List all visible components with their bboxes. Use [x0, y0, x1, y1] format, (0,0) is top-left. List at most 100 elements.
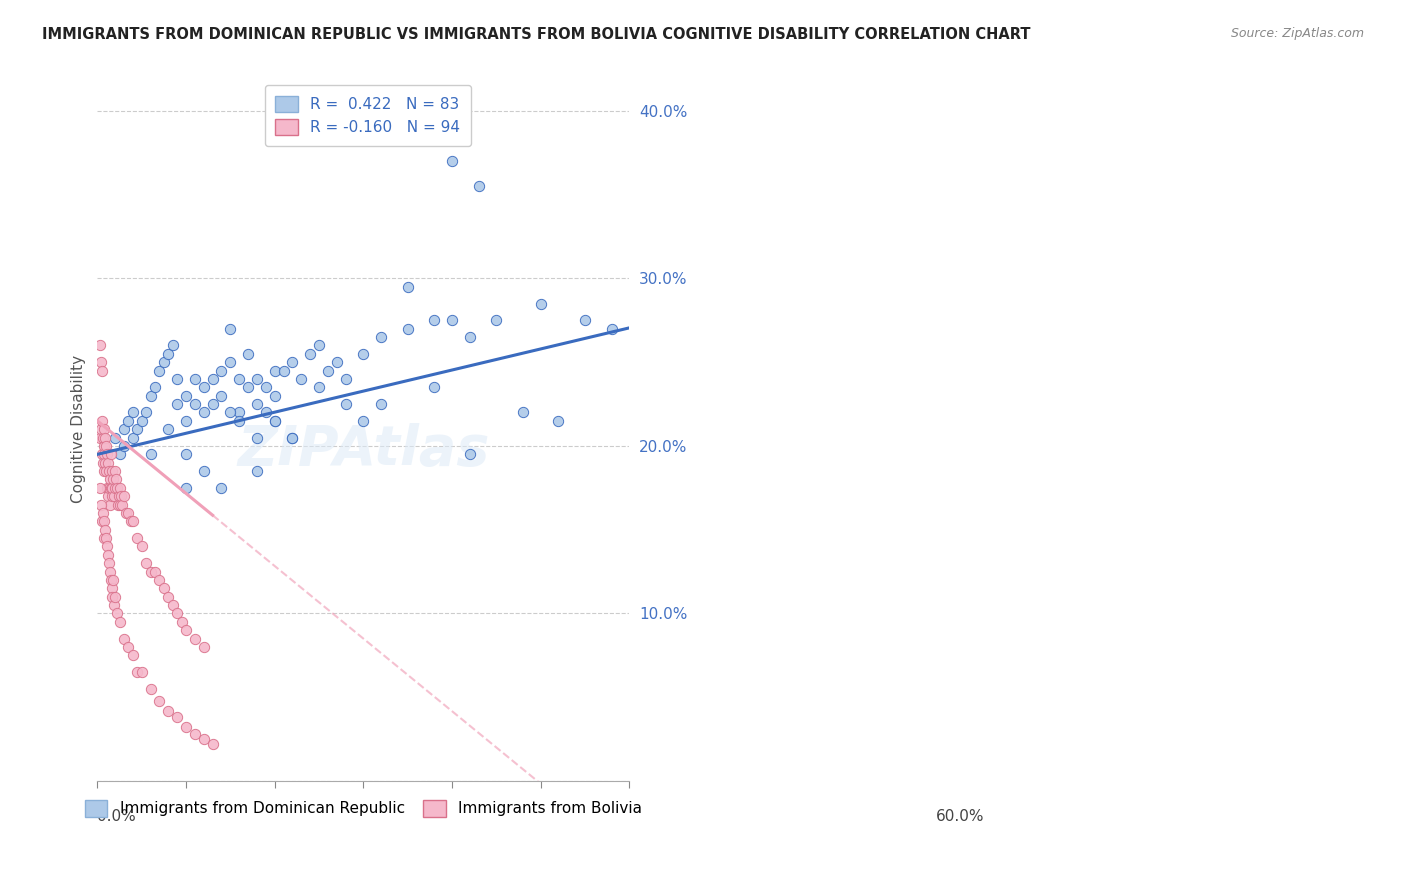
Point — [184, 632, 207, 646]
Point — [117, 640, 139, 654]
Point — [100, 489, 122, 503]
Point — [108, 615, 131, 629]
Point — [96, 447, 118, 461]
Point — [441, 313, 464, 327]
Point — [93, 514, 115, 528]
Point — [101, 481, 124, 495]
Point — [131, 665, 153, 679]
Point — [100, 573, 122, 587]
Point — [139, 681, 162, 696]
Point — [121, 514, 143, 528]
Point — [166, 607, 188, 621]
Point — [281, 431, 304, 445]
Point — [174, 389, 197, 403]
Point — [153, 355, 176, 369]
Point — [139, 565, 162, 579]
Point — [112, 632, 135, 646]
Point — [157, 422, 180, 436]
Point — [281, 431, 304, 445]
Point — [228, 372, 250, 386]
Point — [104, 590, 127, 604]
Point — [97, 556, 120, 570]
Point — [219, 355, 242, 369]
Point — [423, 380, 446, 394]
Point — [100, 582, 122, 596]
Point — [114, 506, 136, 520]
Point — [166, 372, 188, 386]
Point — [193, 732, 215, 747]
Point — [89, 481, 111, 495]
Point — [148, 573, 170, 587]
Point — [98, 498, 121, 512]
Text: 0.0%: 0.0% — [97, 809, 136, 824]
Point — [96, 464, 118, 478]
Legend: Immigrants from Dominican Republic, Immigrants from Bolivia: Immigrants from Dominican Republic, Immi… — [79, 794, 648, 822]
Point — [93, 447, 115, 461]
Point — [211, 389, 233, 403]
Point — [90, 363, 112, 377]
Point — [574, 313, 596, 327]
Text: IMMIGRANTS FROM DOMINICAN REPUBLIC VS IMMIGRANTS FROM BOLIVIA COGNITIVE DISABILI: IMMIGRANTS FROM DOMINICAN REPUBLIC VS IM… — [42, 27, 1031, 42]
Point — [131, 540, 153, 554]
Point — [263, 414, 285, 428]
Point — [103, 598, 125, 612]
Point — [254, 380, 277, 394]
Point — [193, 380, 215, 394]
Point — [110, 489, 132, 503]
Point — [148, 693, 170, 707]
Point — [143, 565, 166, 579]
Point — [326, 355, 349, 369]
Point — [228, 405, 250, 419]
Point — [90, 422, 112, 436]
Point — [246, 397, 269, 411]
Point — [121, 405, 143, 419]
Point — [107, 489, 129, 503]
Point — [219, 405, 242, 419]
Point — [246, 431, 269, 445]
Point — [105, 481, 128, 495]
Point — [112, 422, 135, 436]
Point — [97, 548, 120, 562]
Point — [105, 607, 128, 621]
Point — [96, 540, 118, 554]
Point — [246, 464, 269, 478]
Point — [370, 330, 392, 344]
Point — [89, 431, 111, 445]
Point — [299, 347, 322, 361]
Point — [166, 710, 188, 724]
Point — [93, 422, 115, 436]
Point — [201, 737, 224, 751]
Point — [184, 372, 207, 386]
Point — [184, 397, 207, 411]
Point — [89, 338, 111, 352]
Point — [512, 405, 534, 419]
Point — [103, 489, 125, 503]
Text: 60.0%: 60.0% — [935, 809, 984, 824]
Point — [101, 590, 124, 604]
Point — [547, 414, 569, 428]
Y-axis label: Cognitive Disability: Cognitive Disability — [72, 355, 86, 503]
Point — [263, 389, 285, 403]
Point — [97, 456, 120, 470]
Point — [193, 464, 215, 478]
Point — [308, 338, 330, 352]
Point — [396, 280, 419, 294]
Point — [104, 464, 127, 478]
Point — [162, 598, 184, 612]
Point — [104, 473, 127, 487]
Point — [423, 313, 446, 327]
Point — [93, 464, 115, 478]
Point — [174, 447, 197, 461]
Point — [157, 704, 180, 718]
Point — [100, 447, 122, 461]
Point — [263, 414, 285, 428]
Point — [193, 405, 215, 419]
Point — [352, 347, 374, 361]
Point — [193, 640, 215, 654]
Point — [96, 481, 118, 495]
Point — [90, 514, 112, 528]
Point — [166, 397, 188, 411]
Point — [96, 439, 118, 453]
Point — [273, 363, 295, 377]
Point — [157, 590, 180, 604]
